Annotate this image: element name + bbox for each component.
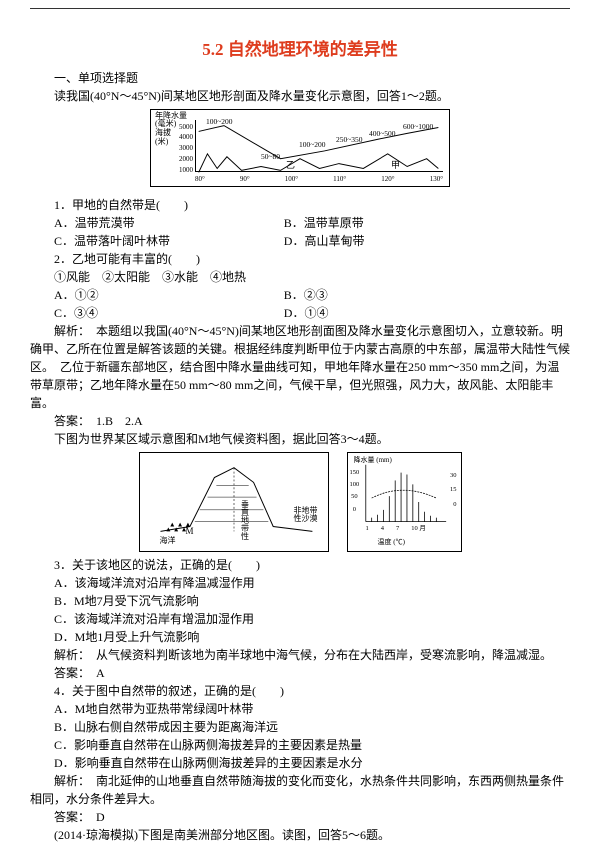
q3b: B．M地7月受下沉气流影响	[30, 592, 570, 610]
exp4: 解析： 南北延伸的山地垂直自然带随海拔的变化而变化，水热条件共同影响，东西两侧热…	[30, 772, 570, 808]
fig1-jia: 甲	[391, 159, 400, 173]
q2c: C．③④	[30, 304, 284, 322]
section-heading: 一、单项选择题	[30, 69, 570, 87]
fig1-t5: 400~500	[369, 128, 396, 139]
fig1-t2: 50~80	[261, 151, 280, 162]
figure-2-wrap: M 垂直地带性 非地带 性沙漠 海洋 降水量 (mm) 150 100 50 0	[30, 452, 570, 552]
fig1-t6: 600~1000	[403, 121, 433, 132]
fig1-t1: 100~200	[206, 116, 233, 127]
xt1: 90°	[240, 174, 250, 185]
rx3: 10 月	[411, 524, 426, 534]
q4a: A．M地自然带为亚热带常绿阔叶林带	[30, 700, 570, 718]
xt2: 100°	[285, 174, 298, 185]
q2d: D．①④	[284, 304, 329, 322]
q2-row2: C．③④ D．①④	[30, 304, 570, 322]
fig2b-ty: 30 15 0	[450, 469, 457, 514]
fig2-m: M	[186, 525, 194, 539]
fig2b-temp: 温度 (℃)	[378, 537, 405, 548]
q4: 4．关于图中自然带的叙述，正确的是( )	[30, 682, 570, 700]
fig2b-svg	[348, 453, 461, 551]
q4b: B．山脉右侧自然带成因主要为距离海洋远	[30, 718, 570, 736]
xt3: 110°	[333, 174, 346, 185]
fig1-t3: 100~200	[299, 139, 326, 150]
q3: 3．关于该地区的说法，正确的是( )	[30, 556, 570, 574]
exp3: 解析： 从气候资料判断该地为南半球地中海气候，分布在大陆西岸，受寒流影响，降温减…	[30, 646, 570, 664]
exp1: 解析： 本题组以我国(40°N～45°N)间某地区地形剖面图及降水量变化示意图切…	[30, 322, 570, 412]
q1b: B．温带草原带	[284, 214, 364, 232]
ans1: 答案： 1.B 2.A	[30, 412, 570, 430]
page-title: 5.2 自然地理环境的差异性	[30, 37, 570, 63]
rx2: 7	[396, 524, 399, 534]
q3d: D．M地1月受上升气流影响	[30, 628, 570, 646]
fig1-yi: 乙	[286, 159, 295, 173]
fig2-r2: 性沙漠	[294, 514, 318, 523]
fig1-xticks: 80° 90° 100° 110° 120° 130°	[195, 174, 443, 185]
q2a: A．①②	[30, 286, 284, 304]
rty2: 0	[450, 498, 457, 513]
ans4: 答案： D	[30, 808, 570, 826]
q3a: A．该海域洋流对沿岸有降温减湿作用	[30, 574, 570, 592]
q2s: ①风能 ②太阳能 ③水能 ④地热	[30, 268, 570, 286]
xt4: 120°	[381, 174, 394, 185]
q2: 2．乙地可能有丰富的( )	[30, 250, 570, 268]
fig2-vert: 垂直地带性	[239, 500, 251, 540]
q1a: A．温带荒漠带	[30, 214, 284, 232]
intro-1: 读我国(40°N～45°N)间某地区地形剖面及降水量变化示意图，回答1～2题。	[30, 87, 570, 105]
xt5: 130°	[430, 174, 443, 185]
q2b: B．②③	[284, 286, 328, 304]
figure-2b: 降水量 (mm) 150 100 50 0	[347, 452, 462, 552]
q2-row1: A．①② B．②③	[30, 286, 570, 304]
figure-1: 年降水量 (毫米) 海拔 (米) 5000 4000 3000 2000 100…	[150, 109, 450, 187]
top-rule	[30, 8, 570, 9]
fig1-t4: 250~350	[336, 134, 363, 145]
figure-1-wrap: 年降水量 (毫米) 海拔 (米) 5000 4000 3000 2000 100…	[30, 109, 570, 192]
fig2-desert: 非地带 性沙漠	[294, 507, 318, 525]
q1d: D．高山草甸带	[284, 232, 365, 250]
rty1: 15	[450, 483, 457, 498]
figure-2a: M 垂直地带性 非地带 性沙漠 海洋	[139, 452, 329, 552]
q4d: D．影响垂直自然带在山脉两侧海拔差异的主要因素是水分	[30, 754, 570, 772]
q1: 1．甲地的自然带是( )	[30, 196, 570, 214]
content-body: 一、单项选择题 读我国(40°N～45°N)间某地区地形剖面及降水量变化示意图，…	[30, 69, 570, 844]
q1-row1: A．温带荒漠带 B．温带草原带	[30, 214, 570, 232]
rty0: 30	[450, 469, 457, 484]
intro2: 下图为世界某区域示意图和M地气候资料图，据此回答3～4题。	[30, 430, 570, 448]
fig2b-xt: 1 4 7 10 月	[366, 524, 426, 534]
q1-row2: C．温带落叶阔叶林带 D．高山草甸带	[30, 232, 570, 250]
q3c: C．该海域洋流对沿岸有增温加湿作用	[30, 610, 570, 628]
fig2-ocean: 海洋	[160, 535, 176, 547]
ans3: 答案： A	[30, 664, 570, 682]
q4c: C．影响垂直自然带在山脉两侧海拔差异的主要因素是热量	[30, 736, 570, 754]
xt0: 80°	[195, 174, 205, 185]
rx1: 4	[381, 524, 384, 534]
rx0: 1	[366, 524, 369, 534]
intro5: (2014·琼海模拟)下图是南美洲部分地区图。读图，回答5～6题。	[30, 826, 570, 844]
q1c: C．温带落叶阔叶林带	[30, 232, 284, 250]
